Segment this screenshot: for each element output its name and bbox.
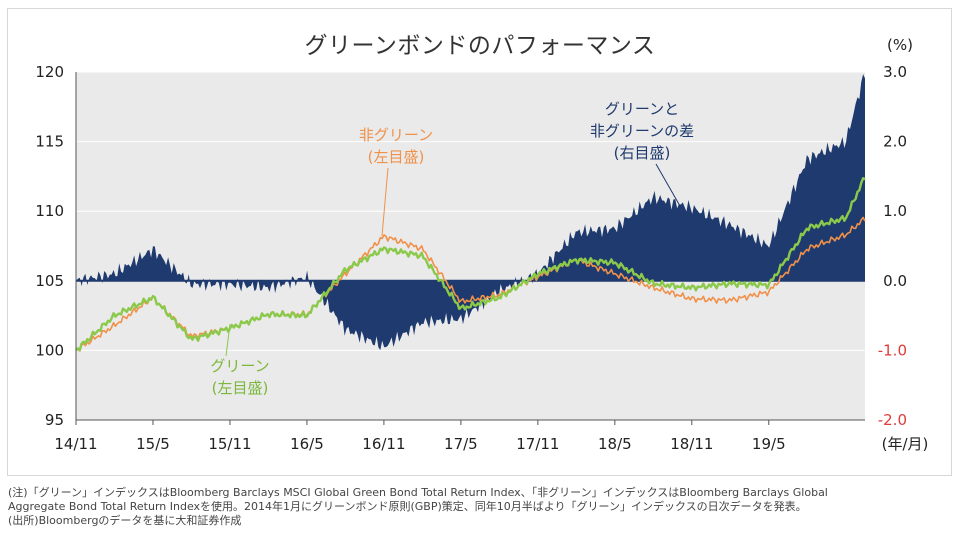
- y2-tick-label: 1.0: [883, 202, 907, 220]
- y-tick-label: 115: [35, 133, 64, 151]
- x-tick-label: 16/11: [362, 435, 405, 453]
- y-tick-label: 120: [35, 63, 64, 81]
- leader-green: [225, 323, 231, 357]
- y-tick-label: 100: [35, 341, 64, 359]
- x-tick-label: 18/5: [598, 435, 632, 453]
- x-tick-label: 17/11: [516, 435, 559, 453]
- leader-nongreen: [381, 167, 389, 237]
- y-tick-label: 95: [45, 411, 64, 429]
- y2-tick-label: 3.0: [883, 63, 907, 81]
- y2-tick-label: 2.0: [883, 133, 907, 151]
- series-green-line: [75, 177, 866, 352]
- y2-unit-label: (%): [887, 36, 913, 54]
- y2-tick-label: 0.0: [883, 272, 907, 290]
- x-tick-label: 15/11: [208, 435, 251, 453]
- x-tick-label: 19/5: [752, 435, 786, 453]
- footnote-line-1: (注)「グリーン」インデックスはBloomberg Barclays MSCI …: [8, 486, 828, 499]
- x-tick-label: 15/5: [136, 435, 170, 453]
- label-diff-2: 非グリーンの差: [590, 122, 694, 140]
- y-tick-label: 105: [35, 272, 64, 290]
- y-tick-label: 110: [35, 202, 64, 220]
- label-nongreen-axis: (左目盛): [368, 148, 425, 166]
- y2-tick-label: -2.0: [878, 411, 907, 429]
- label-nongreen: 非グリーン: [359, 126, 433, 144]
- source-note: (出所)Bloombergのデータを基に大和証券作成: [8, 514, 242, 527]
- x-tick-label: 18/11: [670, 435, 713, 453]
- chart-svg: 95 100 105 110 115 120 3.0 2.0 1.0 0.0 -1.0 -2.0 (%)…: [35, 36, 929, 453]
- leader-diff: [655, 163, 681, 207]
- label-diff-axis: (右目盛): [614, 144, 671, 162]
- x-tick-label: 16/5: [290, 435, 324, 453]
- x-unit-label: (年/月): [882, 435, 929, 453]
- label-green-axis: (左目盛): [212, 379, 269, 397]
- chart-title: グリーンボンドのパフォーマンス: [304, 33, 656, 59]
- footnote-line-2: Aggregate Bond Total Return Indexを使用。201…: [8, 500, 807, 513]
- x-tick-label: 17/5: [444, 435, 478, 453]
- y2-tick-label: -1.0: [878, 341, 907, 359]
- label-diff: グリーンと: [605, 100, 679, 118]
- label-green: グリーン: [210, 357, 269, 375]
- x-tick-label: 14/11: [54, 435, 97, 453]
